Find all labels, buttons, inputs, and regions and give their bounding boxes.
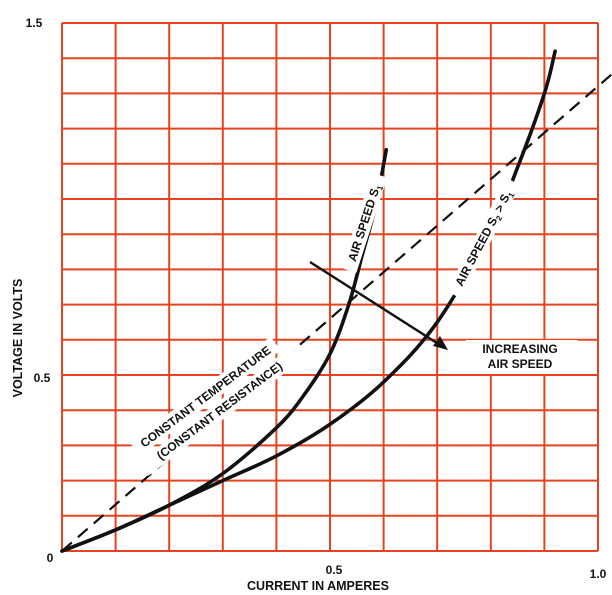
grid	[61, 22, 599, 552]
series-line-constant-temperature	[61, 72, 612, 552]
increasing-air-speed-arrow-line	[309, 260, 441, 347]
series-line-air-speed-s1	[60, 147, 389, 553]
air-speed-s2-label: AIR SPEED S2 > S1	[446, 177, 521, 299]
y-tick-label: 0.5	[34, 371, 51, 385]
increasing-air-speed-label-line2: AIR SPEED	[488, 357, 553, 371]
air-speed-s1-text: AIR SPEED S1	[345, 182, 385, 264]
air-speed-s1-label: AIR SPEED S1	[341, 172, 388, 273]
y-tick-label: 0	[47, 551, 54, 565]
increasing-air-speed-label-line1: INCREASING	[482, 342, 557, 356]
increasing-air-speed-arrowhead	[433, 336, 448, 350]
x-axis-title: CURRENT IN AMPERES	[247, 579, 389, 593]
air-speed-s2-text: AIR SPEED S2 > S1	[452, 187, 516, 289]
constant-temperature-text: CONSTANT TEMPERATURE	[138, 343, 274, 450]
series-line-air-speed-s2	[60, 49, 557, 553]
y-tick-label: 1.5	[26, 16, 43, 30]
x-tick-label: 0.5	[326, 563, 343, 577]
x-tick-label: 1.0	[590, 567, 607, 581]
increasing-air-speed-label-bg	[466, 340, 578, 374]
constant-temperature-label: CONSTANT TEMPERATURE	[129, 336, 281, 457]
y-axis-title: VOLTAGE IN VOLTS	[11, 279, 25, 398]
series-layer	[60, 49, 612, 553]
